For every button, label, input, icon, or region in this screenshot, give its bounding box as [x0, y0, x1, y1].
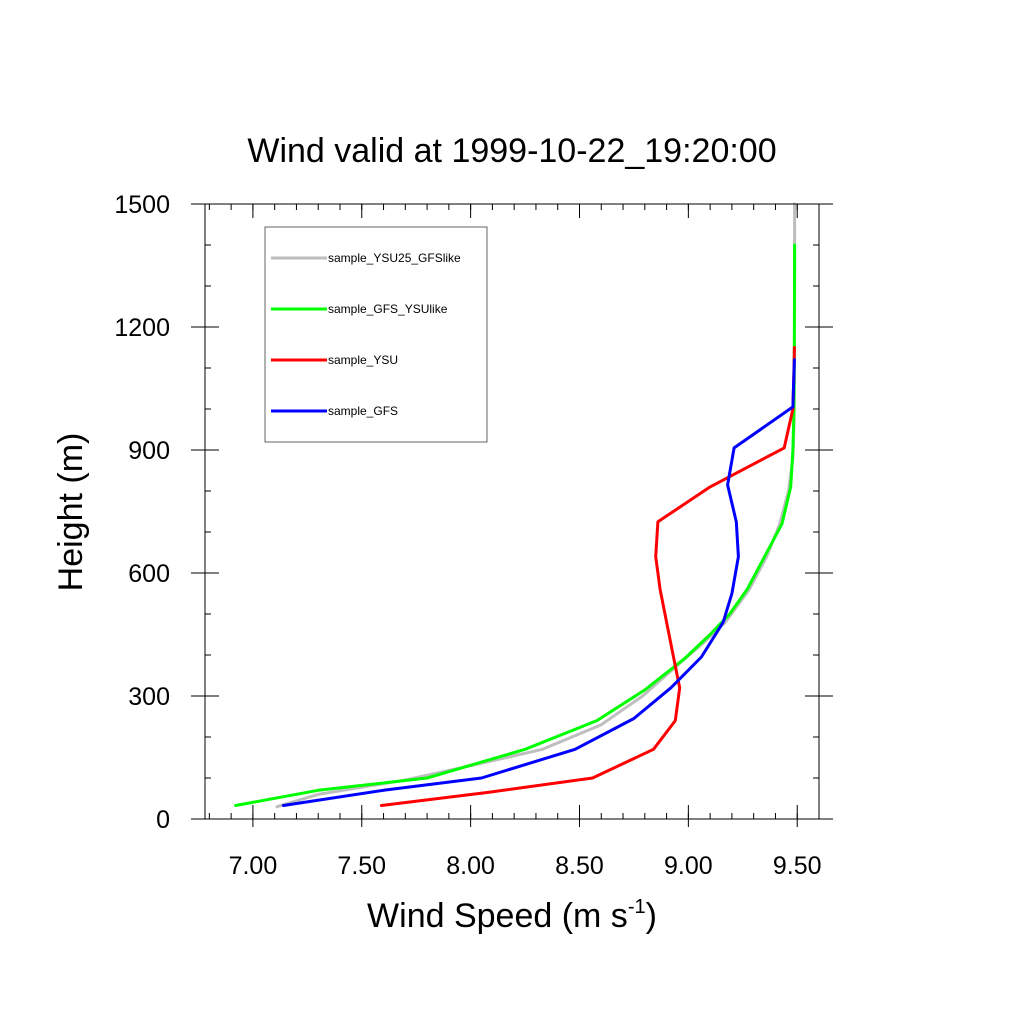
x-tick-label: 7.00	[229, 852, 278, 880]
x-tick-label: 8.50	[555, 852, 604, 880]
legend: sample_YSU25_GFSlike sample_GFS_YSUlikesa…	[264, 226, 488, 443]
legend-items: sample_YSU25_GFSlike sample_GFS_YSUlikesa…	[271, 251, 461, 418]
y-tick-label: 1200	[114, 314, 170, 342]
ticks-group: 7.00 7.50 8.00 8.50 9.00 9.50 0 300 600 900 1200 15…	[114, 191, 833, 880]
x-axis-label-tail: )	[646, 897, 657, 935]
x-tick-label: 9.50	[773, 852, 822, 880]
legend-label: sample_YSU	[328, 353, 398, 367]
chart-title: Wind valid at 1999-10-22_19:20:00	[247, 132, 776, 170]
series-line-sample_YSU	[379, 346, 796, 807]
legend-box	[264, 226, 488, 443]
legend-label: sample_GFS_YSUlike	[328, 302, 448, 316]
x-tick-label: 7.50	[337, 852, 386, 880]
x-tick-label: 9.00	[664, 852, 713, 880]
y-tick-label: 600	[128, 560, 170, 588]
y-tick-label: 0	[156, 806, 170, 834]
y-tick-label: 1500	[114, 191, 170, 219]
plot-frame	[204, 203, 820, 820]
series-group	[234, 202, 797, 809]
x-axis-label: Wind Speed (m s-1)	[367, 896, 657, 935]
legend-label: sample_YSU25_GFSlike	[328, 251, 461, 265]
x-tick-label: 8.00	[446, 852, 495, 880]
y-tick-label: 300	[128, 683, 170, 711]
series-line-sample_GFS	[281, 358, 796, 807]
x-axis-label-sup: -1	[628, 896, 646, 918]
legend-label: sample_GFS	[328, 404, 398, 418]
y-axis-label: Height (m)	[52, 433, 90, 592]
series-line-sample_GFS_YSUlike	[234, 243, 797, 807]
y-tick-label: 900	[128, 437, 170, 465]
svg-text:Wind Speed (m s-1): Wind Speed (m s-1)	[367, 896, 657, 935]
x-axis-label-base: Wind Speed (m s	[367, 897, 628, 935]
